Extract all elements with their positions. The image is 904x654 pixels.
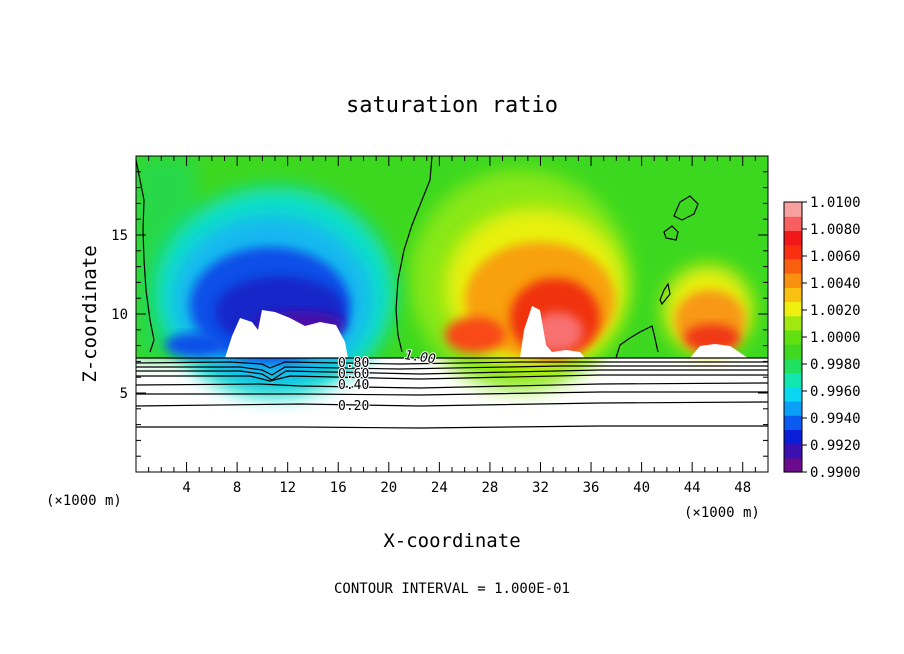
- contour-1.00-east-b: [659, 282, 671, 306]
- y-tick-label: 15: [111, 228, 128, 244]
- y-tick-label: 5: [120, 386, 128, 402]
- lower-line-4: [136, 374, 768, 382]
- x-tick-label: 8: [233, 480, 241, 496]
- contour-label-1.00: 1.00: [403, 348, 436, 367]
- colorbar-label: 0.9900: [810, 465, 861, 481]
- lower-line-8: [136, 425, 768, 429]
- x-tick-label: 24: [431, 480, 448, 496]
- lower-line-2: [136, 365, 768, 376]
- contour-label-0.60: 0.60: [338, 367, 369, 382]
- lower-line-1: [136, 361, 768, 369]
- colorbar-label: 0.9960: [810, 384, 861, 400]
- y-axis-label: Z-coordinate: [79, 245, 101, 382]
- contour-1.00-lines: [136, 156, 699, 359]
- x-axis-label: X-coordinate: [383, 530, 520, 552]
- x-tick-label: 16: [330, 480, 347, 496]
- colorbar: 1.0100 1.0080 1.0060 1.0040 1.0020 1.0000 0.99…: [783, 195, 861, 481]
- colorbar-label: 1.0020: [810, 303, 861, 319]
- contour-label-0.80: 0.80: [338, 356, 369, 371]
- colorbar-swatch: [784, 415, 802, 430]
- lower-contour-lines: [136, 357, 768, 429]
- contour-1.00-west: [136, 159, 155, 353]
- lower-line-5: [136, 382, 768, 389]
- contour-label-0.20: 0.20: [338, 399, 369, 414]
- east-red: [684, 324, 740, 352]
- lower-line-3: [136, 369, 768, 381]
- contour-1.00-middle: [395, 156, 433, 353]
- masked-region-mid: [520, 306, 585, 358]
- colorbar-swatch: [784, 457, 802, 473]
- x-tick-label: 40: [633, 480, 650, 496]
- colorbar-label: 0.9940: [810, 411, 861, 427]
- x-tick-label: 4: [182, 480, 190, 496]
- x-unit-left: (×1000 m): [46, 493, 122, 509]
- lower-line-7: [136, 401, 768, 407]
- contour-1.00-blob-a: [673, 195, 699, 221]
- plot-area: [136, 156, 768, 472]
- colorbar-swatch: [784, 443, 802, 459]
- x-tick-label: 28: [481, 480, 498, 496]
- masked-region-east: [690, 344, 748, 358]
- colorbar-swatch: [784, 230, 802, 246]
- colorbar-swatch: [784, 429, 802, 445]
- contour-interval-footer: CONTOUR INTERVAL = 1.000E-01: [334, 581, 570, 597]
- x-unit-right: (×1000 m): [684, 505, 760, 521]
- lower-line-6: [136, 391, 768, 396]
- contour-1.00-east-a: [615, 325, 659, 359]
- colorbar-swatch: [784, 202, 802, 217]
- colorbar-label: 1.0100: [810, 195, 861, 211]
- colorbar-swatch: [784, 329, 802, 345]
- colorbar-swatch: [784, 273, 802, 288]
- saturation-field: [136, 156, 768, 397]
- colorbar-swatch: [784, 358, 802, 374]
- colorbar-label: 1.0000: [810, 330, 861, 346]
- colorbar-swatch: [784, 216, 802, 232]
- colorbar-swatch: [784, 244, 802, 260]
- colorbar-label: 1.0080: [810, 222, 861, 238]
- y-axis: 5 10 15: [111, 171, 768, 457]
- colorbar-swatch: [784, 400, 802, 416]
- x-tick-label: 32: [532, 480, 549, 496]
- y-tick-label: 10: [111, 307, 128, 323]
- colorbar-swatch: [784, 372, 802, 388]
- x-tick-label: 44: [684, 480, 701, 496]
- contour-labels: 1.00 0.80 0.60 0.40 0.20: [337, 347, 438, 415]
- colorbar-swatch: [784, 301, 802, 317]
- contour-1.00-blob-b: [663, 225, 679, 241]
- colorbar-swatch: [784, 315, 802, 331]
- x-tick-label: 48: [734, 480, 751, 496]
- colorbar-label: 0.9980: [810, 357, 861, 373]
- x-axis: 4 8 12 16 20 24 28 32 36 40 44 48: [148, 156, 756, 496]
- red-left-lobe: [445, 317, 505, 353]
- x-tick-label: 36: [583, 480, 600, 496]
- masked-region-west: [225, 310, 348, 358]
- colorbar-swatch: [784, 287, 802, 303]
- chart-title: saturation ratio: [346, 93, 558, 118]
- contour-label-0.40: 0.40: [338, 378, 369, 393]
- x-tick-label: 20: [380, 480, 397, 496]
- blue-lower-left: [165, 333, 225, 357]
- x-tick-label: 12: [279, 480, 296, 496]
- colorbar-label: 0.9920: [810, 438, 861, 454]
- colorbar-label: 1.0060: [810, 249, 861, 265]
- colorbar-swatch: [784, 386, 802, 402]
- colorbar-label: 1.0040: [810, 276, 861, 292]
- colorbar-swatch: [784, 258, 802, 274]
- pink-core: [533, 312, 583, 352]
- colorbar-swatch: [784, 344, 802, 359]
